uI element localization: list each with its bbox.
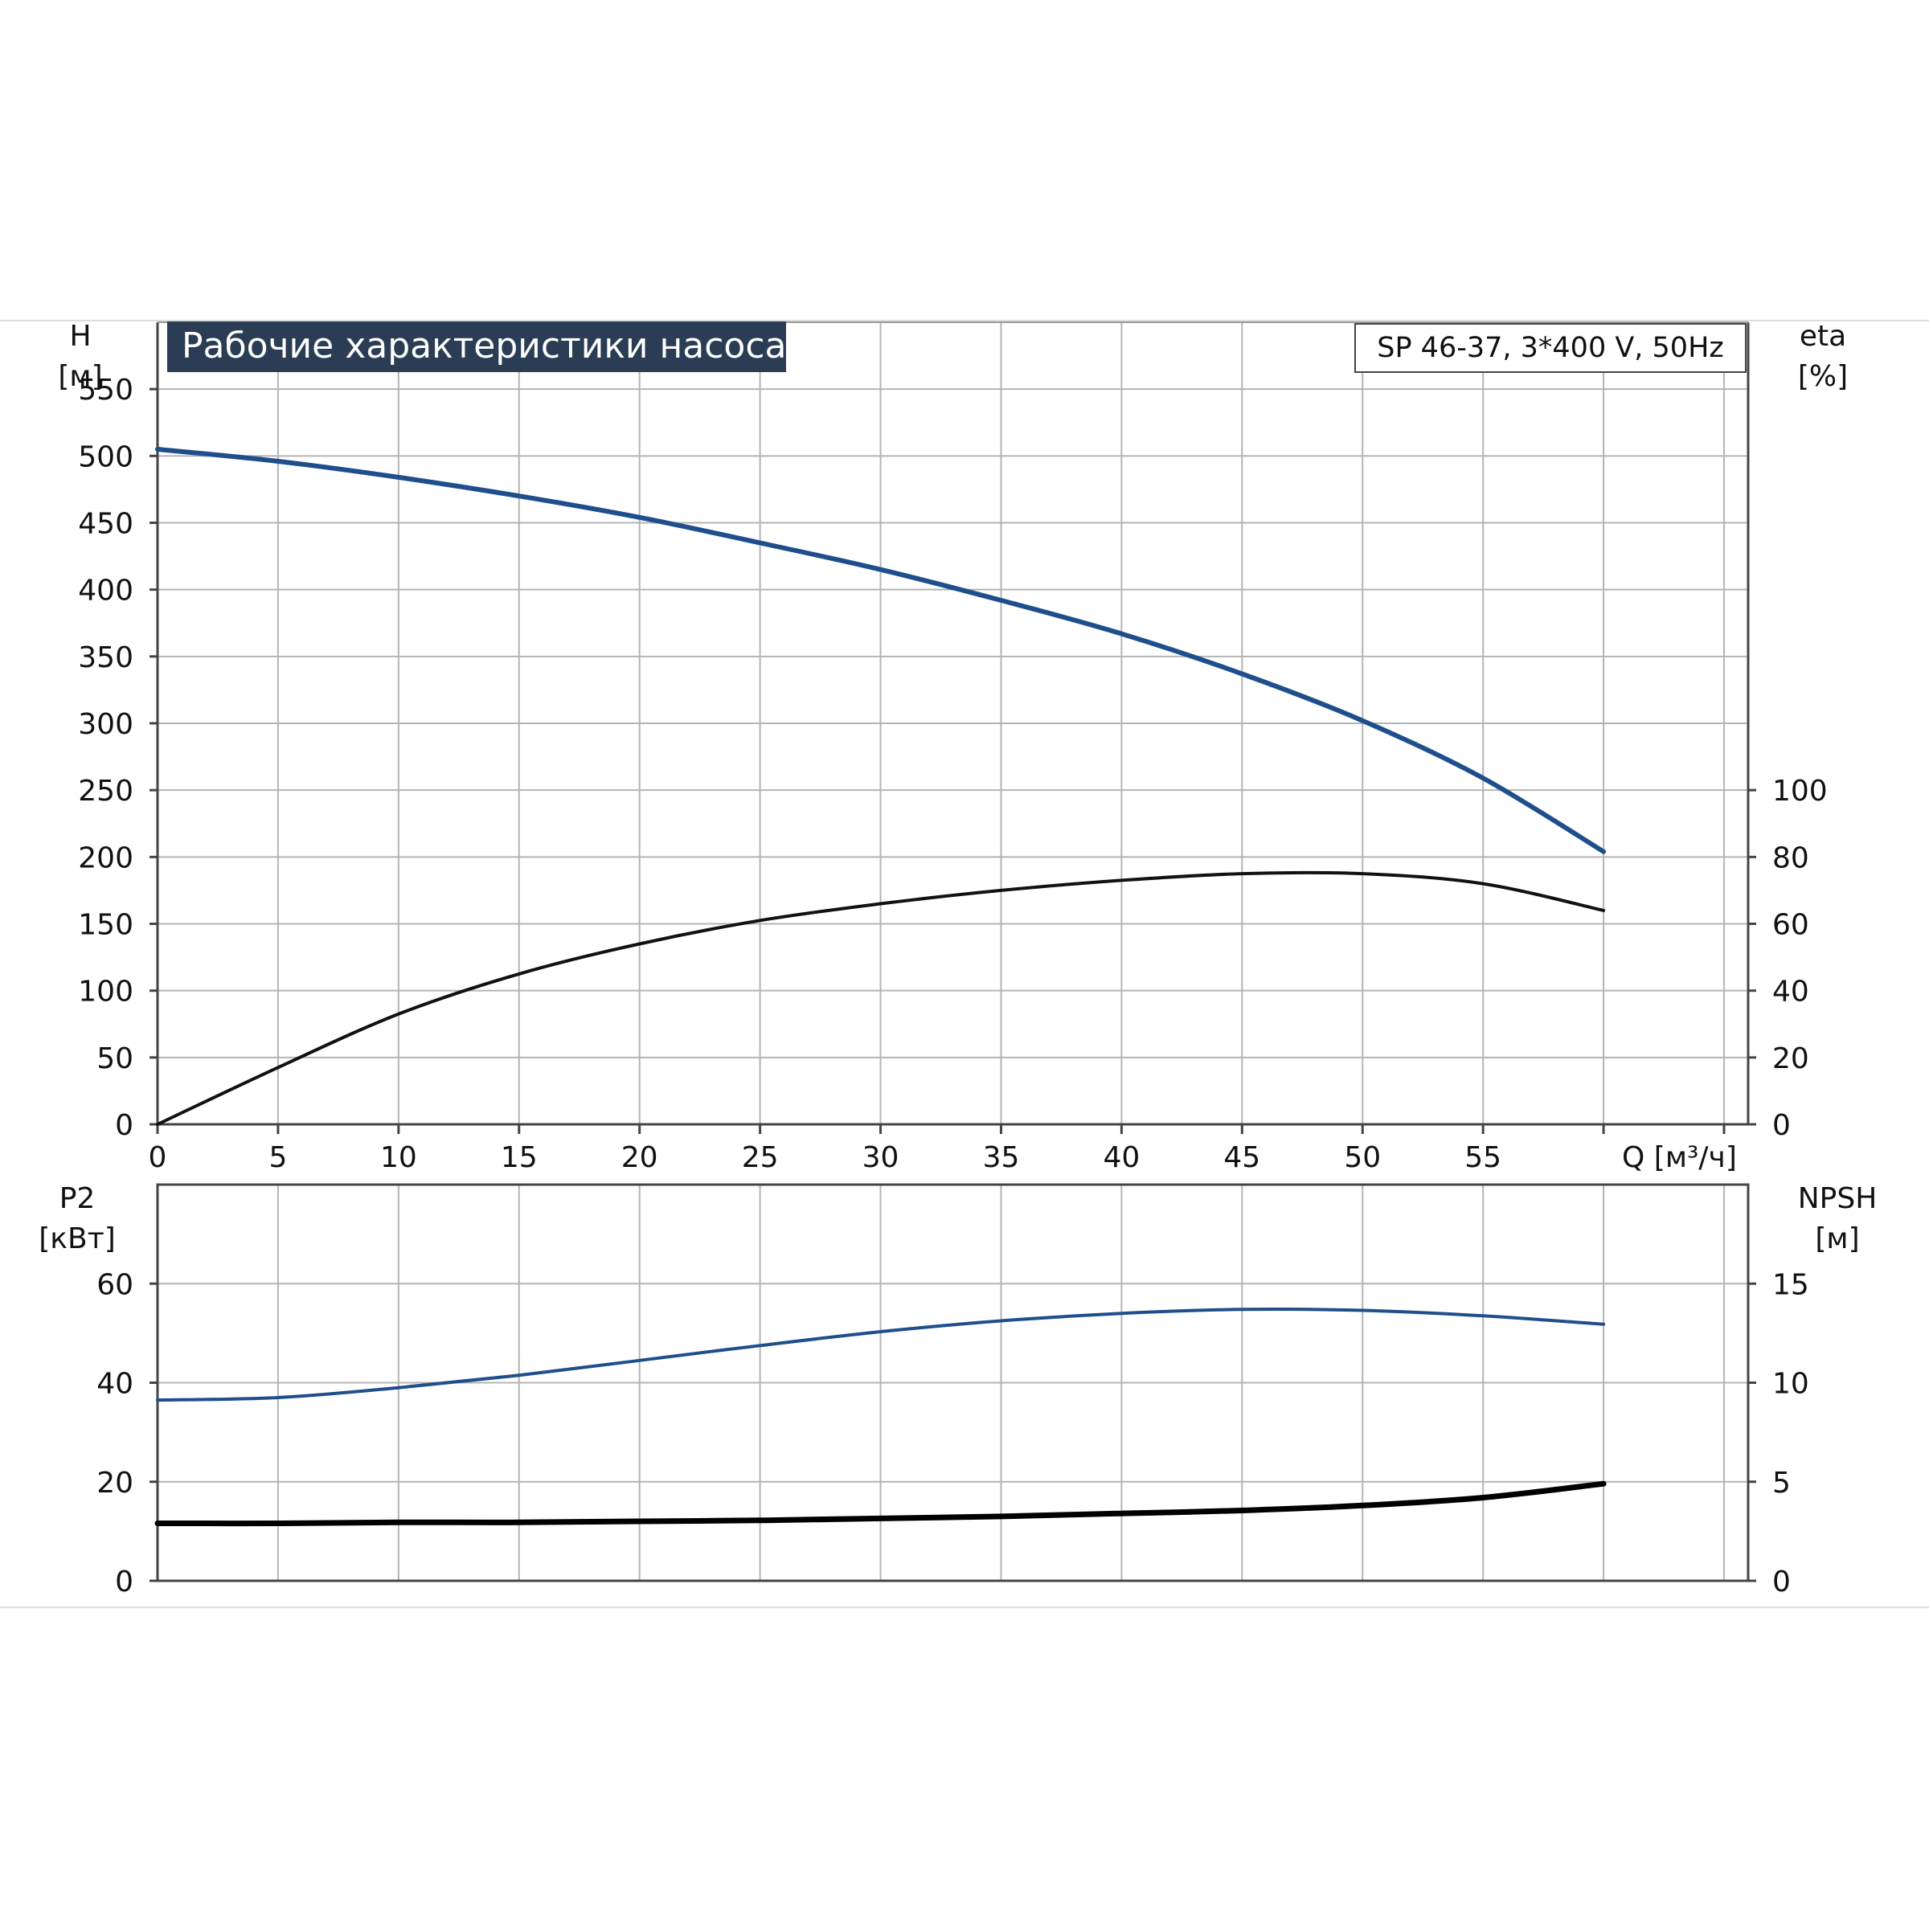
tick-label-npsh: 0 (1772, 1566, 1791, 1598)
tick-label-eta: 60 (1772, 909, 1809, 942)
tick-label-q: 30 (862, 1141, 899, 1174)
tick-label-h: 100 (78, 976, 133, 1009)
tick-label-q: 10 (380, 1141, 417, 1174)
tick-label-eta: 40 (1772, 976, 1809, 1009)
tick-label-h: 300 (78, 708, 133, 741)
power-p2-curve-line (156, 1308, 1606, 1402)
model-label-box (1354, 323, 1747, 373)
tick-label-npsh: 15 (1772, 1268, 1809, 1301)
tick-label-q: 0 (149, 1141, 167, 1174)
model-label: SP 46-37, 3*400 V, 50Hz (1377, 332, 1724, 364)
tick-label-q: 50 (1344, 1141, 1381, 1174)
tick-label-q: 45 (1223, 1141, 1260, 1174)
axis-label-p2-unit: [кВт] (39, 1222, 116, 1255)
tick-label-eta: 80 (1772, 841, 1809, 874)
tick-label-p2: 0 (115, 1566, 133, 1598)
axis-label-h-unit: [м] (58, 360, 102, 393)
tick-label-p2: 20 (96, 1467, 133, 1500)
axis-label-p2-symbol: P2 (59, 1182, 96, 1215)
tick-label-h: 250 (78, 775, 133, 808)
axis-label-h-symbol: H (69, 320, 91, 353)
tick-label-h: 550 (78, 374, 133, 407)
axis-label-q: Q [м³/ч] (1622, 1141, 1737, 1174)
tick-label-h: 400 (78, 575, 133, 608)
axis-label-npsh-symbol: NPSH (1798, 1182, 1878, 1215)
tick-label-h: 200 (78, 841, 133, 874)
chart-title: Рабочие характеристики насоса (182, 325, 786, 366)
tick-label-h: 350 (78, 641, 133, 674)
title-box (167, 321, 786, 372)
tick-label-h: 0 (115, 1109, 133, 1142)
tick-label-q: 40 (1103, 1141, 1140, 1174)
tick-label-eta: 100 (1772, 775, 1828, 808)
axis-label-eta-unit: [%] (1798, 360, 1848, 393)
axis-label-npsh-unit: [м] (1815, 1222, 1859, 1255)
tick-label-p2: 40 (96, 1368, 133, 1401)
npsh-curve-line (154, 1480, 1607, 1527)
tick-label-h: 450 (78, 508, 133, 541)
tick-label-npsh: 5 (1772, 1467, 1791, 1500)
tick-label-q: 25 (742, 1141, 779, 1174)
tick-label-eta: 20 (1772, 1042, 1809, 1075)
tick-label-q: 20 (621, 1141, 658, 1174)
head-curve-line (155, 447, 1607, 854)
tick-label-q: 5 (268, 1141, 287, 1174)
efficiency-curve-line (156, 870, 1606, 1126)
tick-label-eta: 0 (1772, 1109, 1791, 1142)
tick-label-npsh: 10 (1772, 1368, 1809, 1401)
tick-label-q: 15 (501, 1141, 538, 1174)
tick-label-q: 55 (1464, 1141, 1501, 1174)
tick-label-p2: 60 (96, 1268, 133, 1301)
axis-label-eta-symbol: eta (1800, 320, 1846, 353)
tick-label-h: 500 (78, 440, 133, 473)
tick-label-h: 50 (96, 1042, 133, 1075)
tick-label-h: 150 (78, 909, 133, 942)
tick-label-q: 35 (983, 1141, 1020, 1174)
